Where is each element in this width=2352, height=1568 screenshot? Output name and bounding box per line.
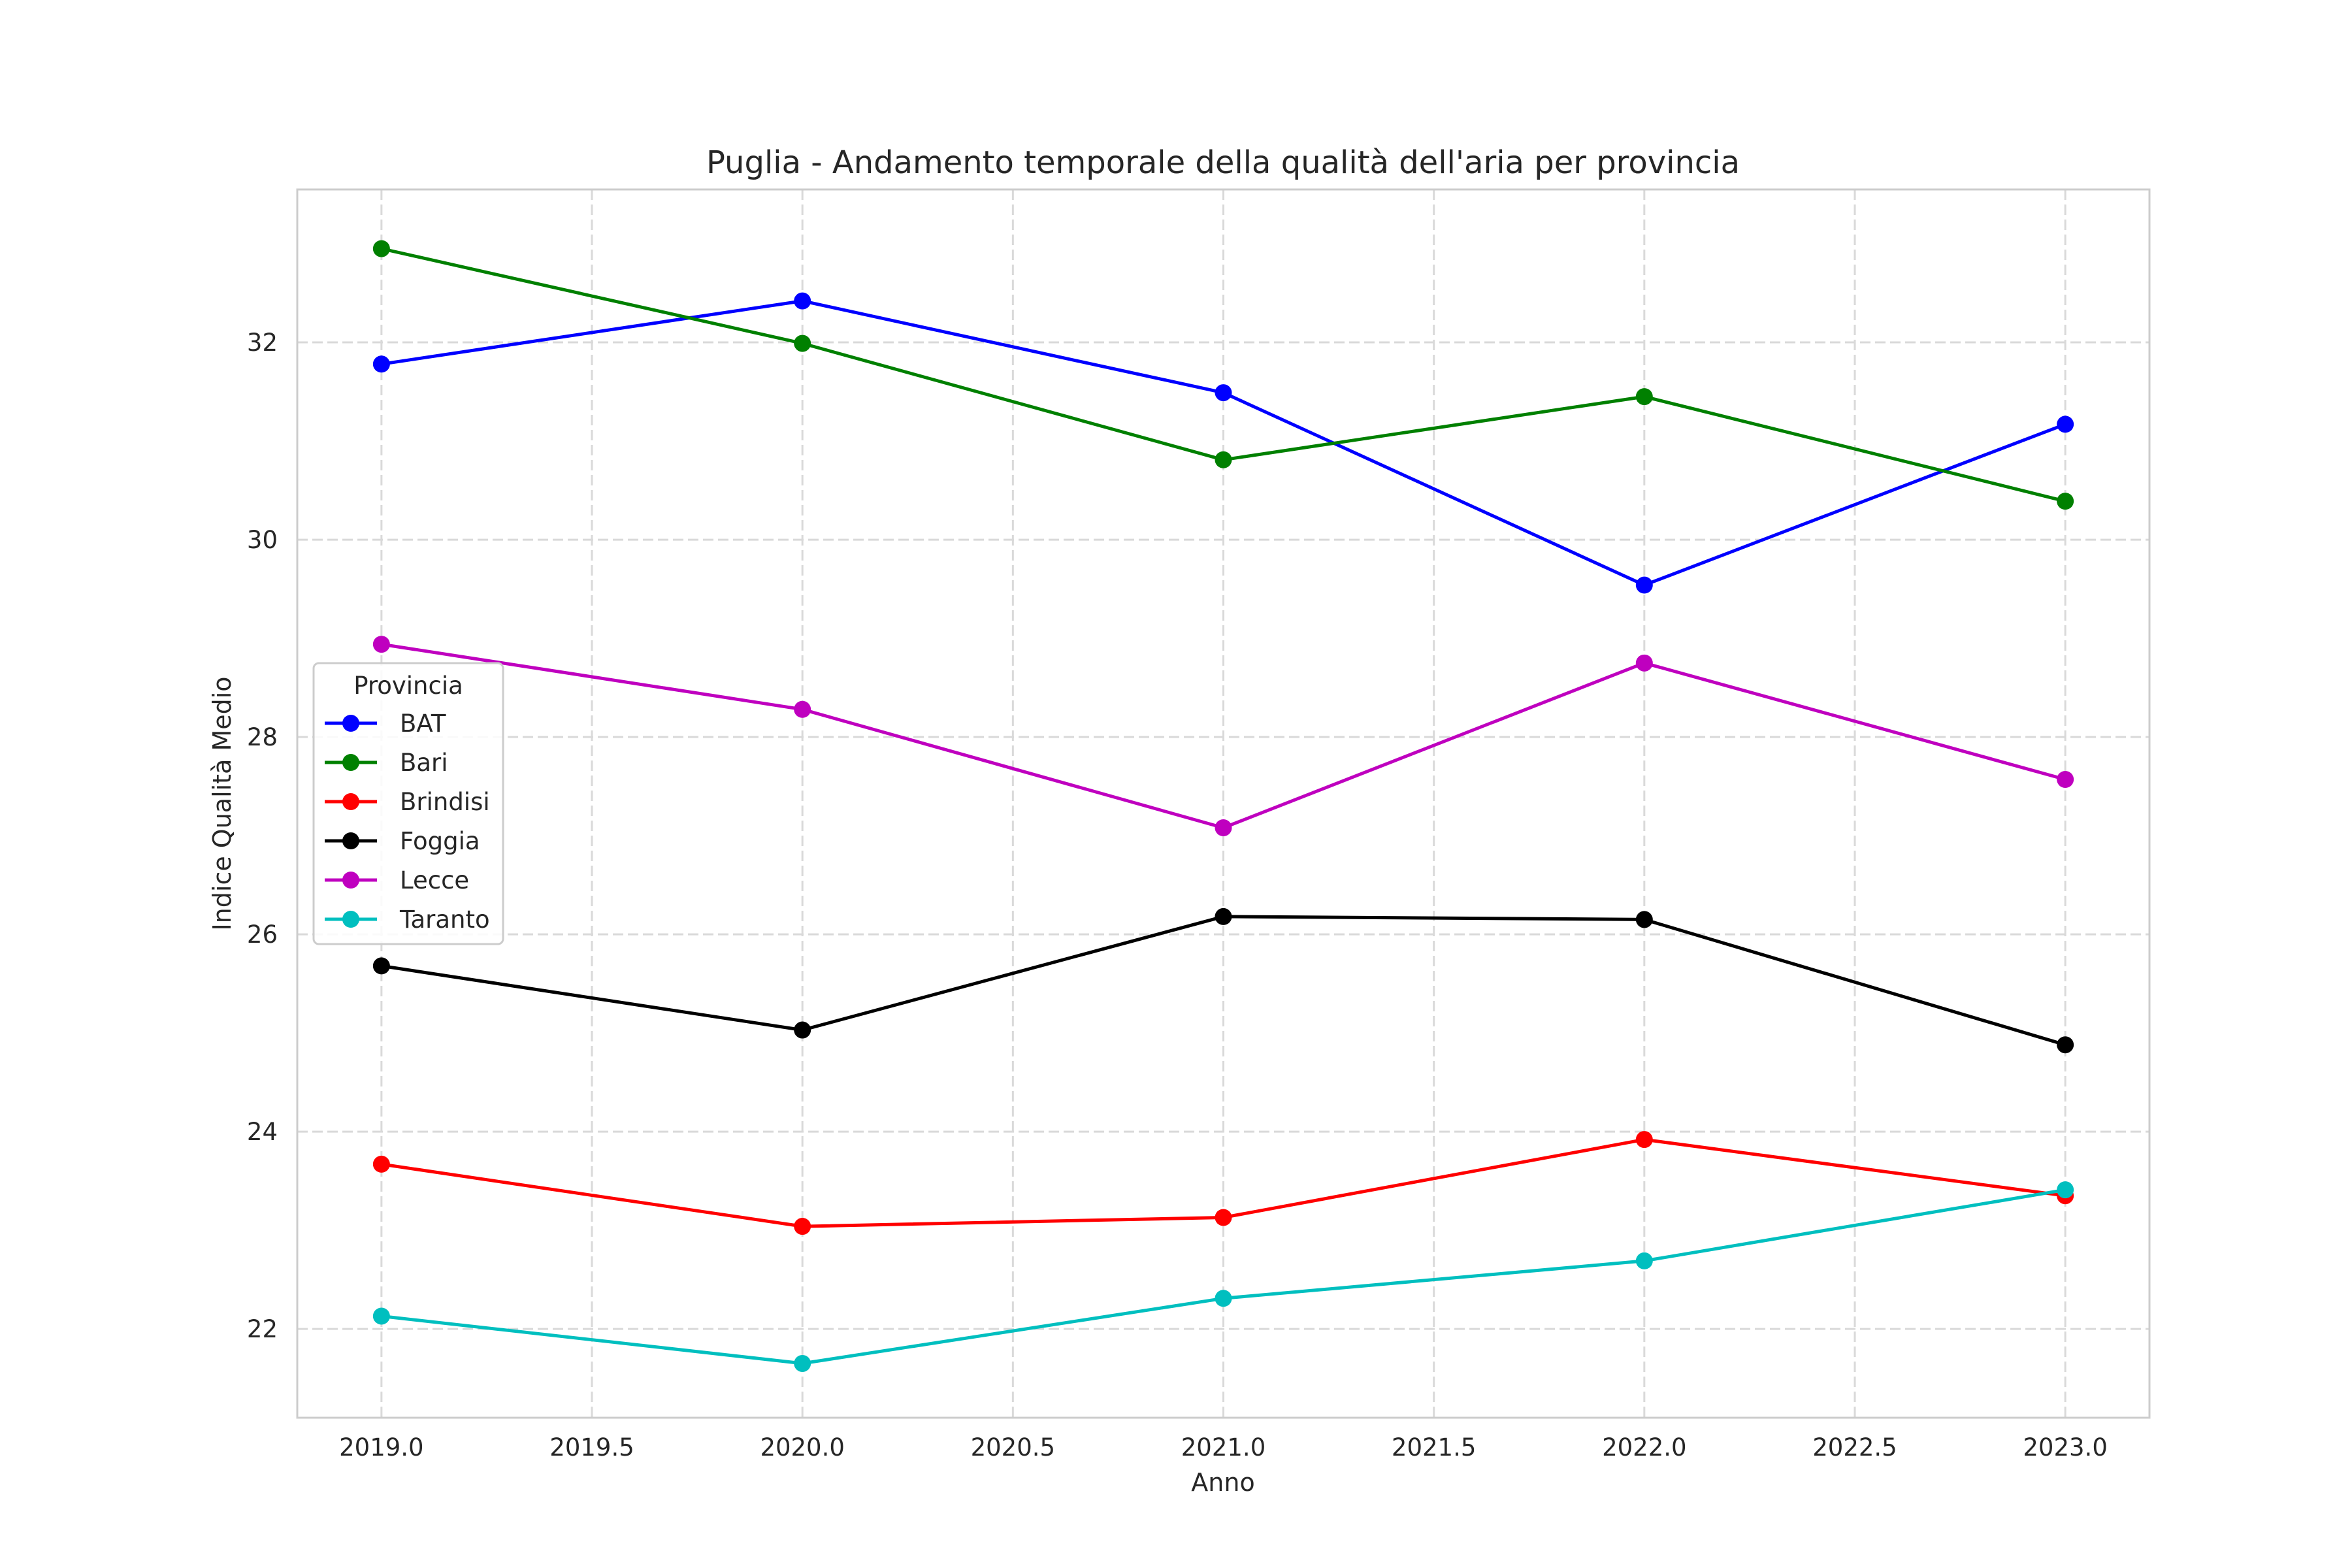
series-bat	[372, 292, 2074, 594]
data-point-taranto	[794, 1354, 811, 1372]
y-axis-ticks: 22 24 26 28 30 32	[247, 329, 278, 1343]
legend-box	[312, 662, 504, 945]
data-point-bari	[1635, 388, 1653, 406]
y-tick-label: 28	[247, 723, 278, 751]
x-tick-label: 2023.0	[2023, 1433, 2107, 1462]
x-axis-label: Anno	[1191, 1468, 1254, 1497]
series-lecce	[372, 636, 2074, 836]
data-point-lecce	[2057, 771, 2074, 789]
x-tick-label: 2019.0	[339, 1433, 423, 1462]
plot-area-frame	[296, 188, 2151, 1419]
data-point-brindisi	[794, 1218, 811, 1235]
data-point-lecce	[1635, 654, 1653, 672]
data-point-foggia	[1635, 911, 1653, 928]
legend-item-lecce: Lecce	[325, 866, 469, 894]
grid	[297, 189, 2149, 1418]
data-point-bat	[1635, 576, 1653, 594]
x-tick-label: 2020.5	[971, 1433, 1055, 1462]
legend-items: BAT Bari Brindisi Foggia Lecce Taranto	[325, 710, 490, 934]
y-tick-label: 32	[247, 329, 278, 357]
data-point-taranto	[372, 1307, 390, 1325]
x-tick-label: 2022.5	[1812, 1433, 1897, 1462]
legend-label-foggia: Foggia	[400, 827, 480, 855]
legend-label-bari: Bari	[400, 749, 448, 777]
y-tick-label: 26	[247, 921, 278, 949]
data-point-bat	[372, 355, 390, 373]
x-tick-label: 2020.0	[760, 1433, 844, 1462]
data-point-taranto	[1635, 1252, 1653, 1269]
legend-item-bat: BAT	[325, 710, 446, 738]
data-point-bari	[794, 335, 811, 352]
data-point-lecce	[794, 700, 811, 718]
series-taranto	[372, 1181, 2074, 1372]
legend-label-taranto: Taranto	[399, 906, 490, 934]
series-lines	[372, 240, 2074, 1372]
data-point-brindisi	[1635, 1131, 1653, 1149]
data-point-bari	[2057, 493, 2074, 510]
data-point-brindisi	[1215, 1209, 1232, 1226]
data-point-bat	[794, 292, 811, 310]
legend-marker-brindisi	[342, 793, 359, 810]
x-tick-label: 2022.0	[1602, 1433, 1686, 1462]
legend: Provincia BAT Bari Brindisi Foggia Lecce Tara…	[312, 662, 504, 945]
legend-item-bari: Bari	[325, 749, 448, 777]
data-point-foggia	[372, 957, 390, 975]
data-point-bari	[1215, 451, 1232, 468]
data-point-bat	[2057, 416, 2074, 433]
legend-marker-bat	[342, 715, 359, 732]
legend-title: Provincia	[353, 672, 463, 700]
y-axis-label: Indice Qualità Medio	[208, 676, 237, 930]
data-point-lecce	[372, 636, 390, 653]
x-axis-ticks: 2019.0 2019.5 2020.0 2020.5 2021.0 2021.5 2022…	[339, 1433, 2108, 1462]
legend-label-bat: BAT	[400, 710, 446, 738]
data-point-brindisi	[372, 1155, 390, 1173]
data-point-lecce	[1215, 819, 1232, 836]
x-tick-label: 2021.5	[1392, 1433, 1476, 1462]
legend-label-lecce: Lecce	[400, 866, 469, 894]
legend-marker-lecce	[342, 872, 359, 889]
data-point-taranto	[1215, 1290, 1232, 1307]
legend-item-brindisi: Brindisi	[325, 788, 490, 816]
legend-item-taranto: Taranto	[325, 906, 490, 934]
data-point-taranto	[2057, 1181, 2074, 1199]
legend-marker-bari	[342, 754, 359, 771]
data-point-foggia	[2057, 1036, 2074, 1054]
legend-marker-taranto	[342, 911, 359, 928]
data-point-foggia	[794, 1021, 811, 1039]
y-tick-label: 30	[247, 526, 278, 554]
series-bari	[372, 240, 2074, 510]
x-tick-label: 2019.5	[549, 1433, 634, 1462]
y-tick-label: 24	[247, 1118, 278, 1146]
legend-label-brindisi: Brindisi	[400, 788, 490, 816]
x-tick-label: 2021.0	[1181, 1433, 1266, 1462]
legend-marker-foggia	[342, 832, 359, 849]
legend-item-foggia: Foggia	[325, 827, 480, 855]
y-tick-label: 22	[247, 1315, 278, 1343]
data-point-bari	[372, 240, 390, 257]
chart-title: Puglia - Andamento temporale della quali…	[706, 144, 1740, 181]
data-point-foggia	[1215, 907, 1232, 925]
series-foggia	[372, 907, 2074, 1054]
data-point-bat	[1215, 384, 1232, 402]
